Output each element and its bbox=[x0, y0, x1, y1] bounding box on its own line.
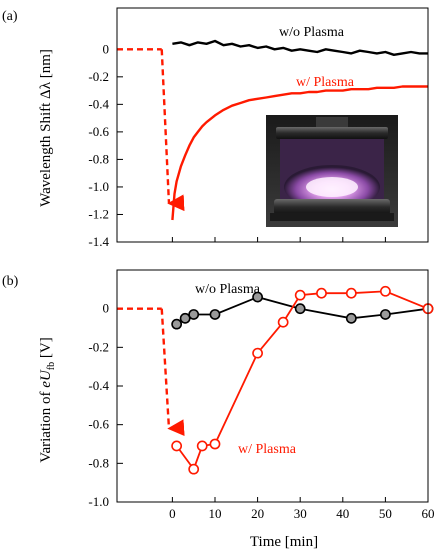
panel-b-ytick-label: -1.0 bbox=[88, 494, 109, 509]
panel-b-plot-frame bbox=[116, 269, 429, 503]
panel-b-xtick-label: 60 bbox=[422, 506, 435, 521]
panel-b-xlabel: Time [min] bbox=[250, 534, 318, 550]
panel-b-ytick-label: -0.6 bbox=[88, 417, 109, 432]
panel-b-ylabel-suffix: [V] bbox=[38, 337, 54, 362]
panel-a-ytick-label: -0.2 bbox=[88, 69, 109, 84]
panel-b-ytick-label: -0.4 bbox=[88, 378, 109, 393]
panel-b-point-no-plasma bbox=[252, 291, 263, 303]
panel-b-point-no-plasma bbox=[179, 312, 191, 324]
panel-b-point-plasma bbox=[277, 316, 289, 328]
panel-b-point-plasma bbox=[379, 285, 391, 297]
panel-b-ytick-label: 0 bbox=[103, 301, 110, 316]
panel-a-ytick-label: -0.6 bbox=[88, 124, 109, 139]
panel-b-xtick-label: 10 bbox=[208, 506, 221, 521]
panel-a-ytick-label: -0.4 bbox=[88, 96, 109, 111]
panel-a-series bbox=[171, 39, 428, 221]
panel-b-point-no-plasma bbox=[171, 318, 183, 330]
panel-b-ylabel: Variation of eUfb [V] bbox=[38, 337, 57, 462]
panel-b-point-plasma bbox=[171, 440, 183, 452]
panel-b-point-no-plasma bbox=[188, 309, 200, 320]
panel-b-xtick-label: 0 bbox=[169, 506, 176, 521]
panel-b-xtick-label: 20 bbox=[251, 506, 264, 521]
panel-b-point-plasma bbox=[316, 287, 327, 299]
plasma-chamber-photo bbox=[266, 115, 398, 227]
panel-b-point-no-plasma bbox=[345, 312, 357, 324]
panel-b-xtick-label: 40 bbox=[336, 506, 349, 521]
panel-a-plot-frame bbox=[116, 7, 429, 243]
panel-b-ylabel-var: eU bbox=[38, 369, 54, 388]
panel-b-point-no-plasma bbox=[294, 303, 306, 315]
panel-b: (b) Variation of eUfb [V] 0 -0.2 -0.4 -0.6 -… bbox=[2, 269, 435, 550]
panel-a-series-no-plasma bbox=[172, 39, 428, 56]
panel-b-xtick-label: 50 bbox=[379, 506, 392, 521]
panel-b-point-plasma bbox=[252, 347, 263, 359]
panel-b-ylabel-prefix: Variation of bbox=[38, 388, 54, 463]
panel-b-ylabel-sub: fb bbox=[46, 362, 57, 370]
panel-b-ytick-label: -0.2 bbox=[88, 339, 109, 354]
panel-a-ytick-label: -1.2 bbox=[88, 206, 109, 221]
panel-b-point-plasma bbox=[209, 438, 221, 450]
panel-a-ytick-label: -0.8 bbox=[88, 151, 109, 166]
panel-a-plasma-label: w/ Plasma bbox=[296, 75, 355, 90]
panel-b-point-plasma bbox=[345, 287, 357, 299]
panel-b-ytick-label: -0.8 bbox=[88, 455, 109, 470]
panel-b-drop-arrow bbox=[117, 307, 185, 437]
panel-b-point-plasma bbox=[294, 289, 306, 301]
panel-b-label: (b) bbox=[2, 274, 19, 289]
panel-b-point-plasma bbox=[196, 440, 208, 452]
panel-a-ytick-label: -1.4 bbox=[88, 234, 109, 249]
panel-a-y-ticks: 0 -0.2 -0.4 -0.6 -0.8 -1.0 -1.2 -1.4 bbox=[88, 41, 429, 249]
panel-b-plasma-label: w/ Plasma bbox=[238, 442, 297, 457]
panel-a-ylabel: Wavelength Shift Δλ [nm] bbox=[38, 49, 54, 207]
panel-b-point-no-plasma bbox=[379, 309, 391, 320]
panel-a-series-plasma bbox=[171, 85, 428, 221]
panel-a-ytick-label: -1.0 bbox=[88, 179, 109, 194]
panel-a-no-plasma-label: w/o Plasma bbox=[279, 25, 345, 40]
panel-b-no-plasma-label: w/o Plasma bbox=[195, 282, 261, 297]
panel-b-y-ticks: 0 -0.2 -0.4 -0.6 -0.8 -1.0 bbox=[88, 301, 123, 509]
panel-a-label: (a) bbox=[2, 9, 18, 24]
panel-b-xtick-label: 30 bbox=[294, 506, 307, 521]
panel-b-arrow-drop bbox=[160, 308, 185, 437]
panel-a: (a) Wavelength Shift Δλ [nm] 0 -0.2 -0.4 -0… bbox=[2, 7, 429, 249]
panel-a-ytick-label: 0 bbox=[103, 41, 110, 56]
panel-b-point-no-plasma bbox=[209, 309, 221, 320]
panel-a-drop-arrow bbox=[117, 48, 185, 212]
panel-b-point-plasma bbox=[188, 463, 200, 475]
panel-a-arrow-drop bbox=[160, 49, 185, 212]
panel-b-x-ticks: 0 10 20 30 40 50 60 bbox=[169, 497, 435, 521]
panel-b-series bbox=[171, 285, 434, 475]
